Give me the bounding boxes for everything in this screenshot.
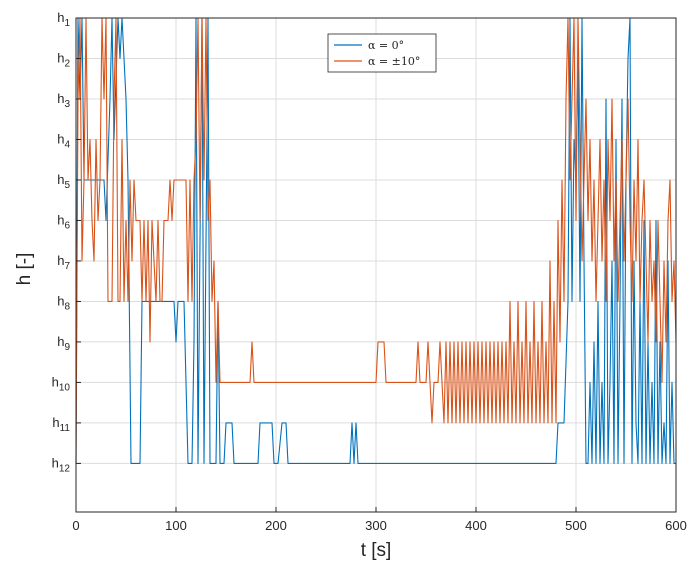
y-tick-label: h5 xyxy=(57,172,70,191)
x-axis-label: t [s] xyxy=(361,540,392,561)
ticks: 0 100 200 300 400 500 600h1h2h3h4h5h6h7h8h9h10… xyxy=(52,10,687,533)
y-tick-label-subscript: 5 xyxy=(64,180,70,191)
y-axis-label: h [-] xyxy=(14,253,35,286)
x-tick-label: 100 xyxy=(165,518,187,533)
x-tick-label: 600 xyxy=(665,518,687,533)
y-tick-label-subscript: 10 xyxy=(59,382,71,393)
y-tick-label: h3 xyxy=(57,91,70,110)
legend: α = 0° α = ±10° xyxy=(327,33,437,73)
y-tick-label-subscript: 7 xyxy=(64,261,70,272)
y-tick-label-base: h xyxy=(57,172,64,187)
y-tick-label: h1 xyxy=(57,10,70,29)
y-tick-label: h8 xyxy=(57,293,70,312)
x-tick-label: 200 xyxy=(265,518,287,533)
y-tick-label: h2 xyxy=(57,50,70,69)
y-tick-label: h6 xyxy=(57,212,70,231)
y-tick-label-subscript: 6 xyxy=(64,220,70,231)
series-line-alpha-0 xyxy=(75,17,676,464)
series-line-alpha-10 xyxy=(75,17,677,464)
y-tick-label-base: h xyxy=(52,415,59,430)
y-tick-label-subscript: 4 xyxy=(64,139,70,150)
series-layer xyxy=(75,17,677,464)
x-tick-label: 0 xyxy=(72,518,79,533)
y-tick-label-base: h xyxy=(57,91,64,106)
y-tick-label-subscript: 11 xyxy=(60,423,71,434)
y-tick-label: h12 xyxy=(52,455,71,474)
y-tick-label-base: h xyxy=(57,334,64,349)
y-tick-label-base: h xyxy=(57,293,64,308)
y-tick-label-base: h xyxy=(57,253,64,268)
y-tick-label-base: h xyxy=(52,455,59,470)
y-tick-label: h10 xyxy=(52,374,71,393)
y-tick-label-subscript: 9 xyxy=(64,342,70,353)
y-tick-label-subscript: 2 xyxy=(64,58,70,69)
y-tick-label-subscript: 12 xyxy=(59,463,71,474)
y-tick-label: h7 xyxy=(57,253,70,272)
y-tick-label-base: h xyxy=(57,50,64,65)
x-tick-label: 400 xyxy=(465,518,487,533)
x-tick-label: 300 xyxy=(365,518,387,533)
y-tick-label-subscript: 3 xyxy=(64,99,70,110)
y-tick-label-base: h xyxy=(57,212,64,227)
y-tick-label-subscript: 1 xyxy=(64,18,70,29)
y-tick-label: h9 xyxy=(57,334,70,353)
y-tick-label-base: h xyxy=(57,131,64,146)
legend-entry-alpha-10: α = ±10° xyxy=(368,55,420,68)
x-tick-label: 500 xyxy=(565,518,587,533)
legend-box xyxy=(327,33,437,73)
y-tick-label-base: h xyxy=(52,374,59,389)
y-tick-label-base: h xyxy=(57,10,64,25)
legend-entry-alpha-0: α = 0° xyxy=(368,39,404,52)
y-tick-label: h4 xyxy=(57,131,70,150)
y-tick-label: h11 xyxy=(52,415,70,434)
y-tick-label-subscript: 8 xyxy=(64,301,70,312)
